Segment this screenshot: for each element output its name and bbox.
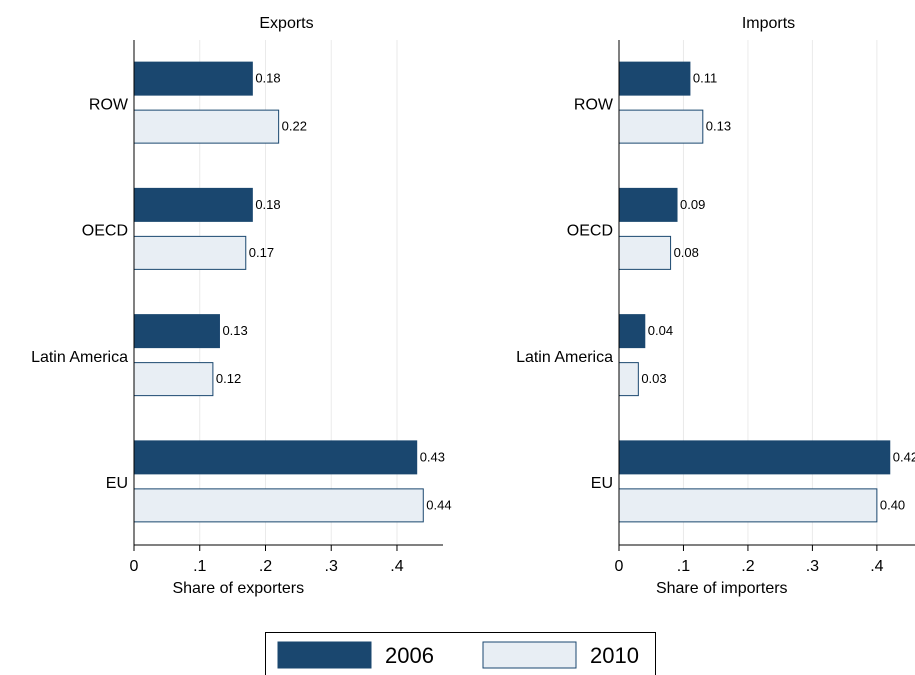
y-tick-label: Latin America <box>516 349 613 366</box>
x-axis-label: Share of importers <box>656 580 788 597</box>
value-label: 0.12 <box>216 371 241 386</box>
value-label: 0.44 <box>426 497 451 512</box>
bar <box>618 488 878 523</box>
value-label: 0.43 <box>420 449 445 464</box>
value-label: 0.42 <box>893 449 915 464</box>
bar <box>618 314 646 349</box>
value-label: 0.17 <box>249 245 274 260</box>
x-axis-label: Share of exporters <box>172 580 304 597</box>
y-tick-label: Latin America <box>31 349 128 366</box>
x-tick-label: 0 <box>130 558 139 575</box>
value-label: 0.09 <box>680 197 705 212</box>
bar <box>618 109 704 144</box>
y-tick-label: ROW <box>89 96 129 113</box>
y-tick-label: OECD <box>82 223 128 240</box>
legend-swatch <box>482 641 577 669</box>
bar <box>133 488 424 523</box>
value-label: 0.04 <box>648 323 673 338</box>
value-label: 0.03 <box>641 371 666 386</box>
bar <box>133 61 253 96</box>
legend-label: 2010 <box>590 643 639 668</box>
panel-title: Exports <box>259 15 313 32</box>
x-tick-label: .3 <box>325 558 338 575</box>
bar <box>133 187 253 222</box>
bar <box>618 362 639 397</box>
value-label: 0.22 <box>282 119 307 134</box>
y-tick-label: OECD <box>567 223 613 240</box>
x-tick-label: .1 <box>193 558 206 575</box>
x-tick-label: .3 <box>806 558 819 575</box>
value-label: 0.18 <box>255 71 280 86</box>
x-tick-label: .4 <box>870 558 883 575</box>
bar <box>133 314 220 349</box>
x-tick-label: .2 <box>741 558 754 575</box>
bar <box>133 235 247 270</box>
value-label: 0.13 <box>706 119 731 134</box>
y-tick-label: EU <box>106 475 128 492</box>
bar <box>618 235 672 270</box>
bar <box>618 61 691 96</box>
bar <box>618 187 678 222</box>
x-tick-label: .2 <box>259 558 272 575</box>
panel-title: Imports <box>742 15 795 32</box>
value-label: 0.18 <box>255 197 280 212</box>
legend-swatch <box>277 641 372 669</box>
bar <box>133 109 280 144</box>
value-label: 0.08 <box>674 245 699 260</box>
bar <box>133 362 214 397</box>
y-tick-label: ROW <box>574 96 614 113</box>
value-label: 0.11 <box>693 71 717 86</box>
value-label: 0.40 <box>880 497 905 512</box>
bar <box>133 440 418 475</box>
bar <box>618 440 891 475</box>
x-tick-label: .1 <box>677 558 690 575</box>
x-tick-label: 0 <box>615 558 624 575</box>
legend-label: 2006 <box>385 643 434 668</box>
x-tick-label: .4 <box>390 558 403 575</box>
y-tick-label: EU <box>591 475 613 492</box>
value-label: 0.13 <box>222 323 247 338</box>
